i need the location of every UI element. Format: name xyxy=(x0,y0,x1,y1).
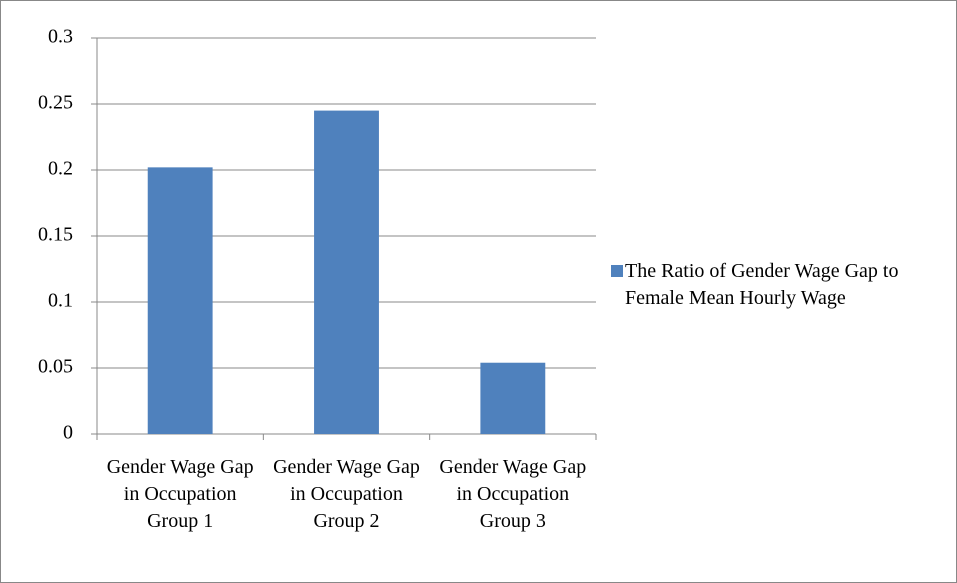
bar xyxy=(147,167,213,435)
y-tick-label: 0 xyxy=(63,422,73,444)
x-tick-label: Gender Wage Gap in Occupation Group 3 xyxy=(439,456,587,532)
x-tick-label: Gender Wage Gap in Occupation Group 2 xyxy=(273,456,420,532)
y-tick-label: 0.25 xyxy=(38,92,73,114)
y-tick-label: 0.1 xyxy=(48,290,73,312)
legend-swatch xyxy=(611,265,623,277)
x-tick-label: Gender Wage Gap in Occupation Group 1 xyxy=(106,456,254,532)
y-tick-label: 0.05 xyxy=(38,356,73,378)
y-tick-label: 0.2 xyxy=(48,158,73,180)
y-tick-label: 0.15 xyxy=(38,224,73,246)
bar xyxy=(480,362,546,434)
bar xyxy=(314,110,379,434)
legend-label: The Ratio of Gender Wage Gap to Female M… xyxy=(625,260,899,309)
y-tick-label: 0.3 xyxy=(48,26,73,48)
